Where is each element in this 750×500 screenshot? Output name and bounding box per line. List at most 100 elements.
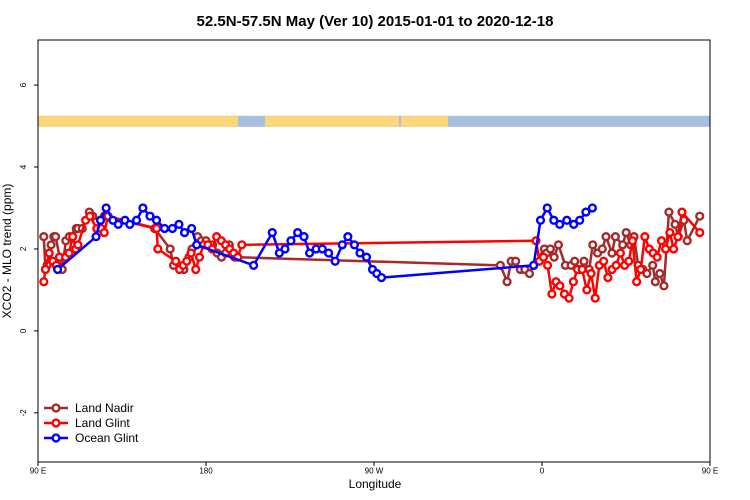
data-point-land-glint: [615, 248, 626, 258]
data-point-land-glint: [151, 223, 162, 234]
data-point-land-glint: [577, 264, 587, 275]
legend-item-ocean-glint: Ocean Glint: [44, 431, 139, 445]
data-point-ocean-glint: [125, 219, 135, 229]
y-tick-label: 4: [19, 164, 28, 169]
data-point-land-nadir: [545, 244, 556, 254]
data-point-land-nadir: [579, 256, 589, 266]
data-point-land-glint: [99, 227, 109, 238]
data-point-land-glint: [186, 248, 196, 258]
x-tick-label: 90 E: [30, 467, 46, 476]
legend-marker-land-nadir: [51, 403, 61, 413]
data-point-land-glint: [237, 240, 247, 250]
y-tick-label: 2: [19, 246, 28, 251]
data-point-ocean-glint: [159, 223, 170, 234]
data-point-land-glint: [632, 277, 642, 287]
data-point-land-glint: [73, 240, 83, 250]
data-point-land-nadir: [588, 240, 598, 250]
chart-title: 52.5N-57.5N May (Ver 10) 2015-01-01 to 2…: [197, 13, 554, 30]
data-point-ocean-glint: [305, 248, 315, 258]
y-tick-label: 6: [19, 82, 28, 87]
data-point-land-glint: [624, 256, 634, 266]
data-point-land-glint: [665, 227, 675, 238]
data-point-land-nadir: [659, 281, 669, 291]
data-point-land-glint: [590, 293, 600, 303]
data-point-land-glint: [582, 285, 592, 295]
y-axis: -2 0 2 4 6: [19, 82, 38, 416]
data-point-ocean-glint: [167, 223, 178, 234]
data-point-ocean-glint: [131, 215, 142, 225]
data-point-land-nadir: [682, 236, 692, 246]
data-point-ocean-glint: [355, 248, 365, 258]
data-point-ocean-glint: [187, 223, 197, 234]
data-point-land-glint: [64, 248, 74, 258]
legend-marker-land-glint: [51, 418, 61, 428]
data-point-ocean-glint: [562, 215, 572, 225]
data-point-ocean-glint: [101, 203, 111, 213]
data-point-ocean-glint: [343, 232, 353, 242]
data-point-land-glint: [194, 252, 205, 262]
data-point-land-nadir: [39, 232, 49, 242]
data-point-land-nadir: [601, 232, 611, 242]
data-point-land-glint: [677, 207, 687, 217]
data-point-land-glint: [652, 252, 662, 262]
data-point-land-nadir: [597, 244, 607, 254]
land-ocean-strip: [38, 115, 710, 127]
land-segment: [265, 115, 399, 127]
data-point-land-nadir: [570, 256, 580, 266]
series-layer: [39, 203, 705, 303]
data-point-ocean-glint: [361, 252, 372, 262]
data-point-land-glint: [627, 236, 638, 246]
legend-marker-ocean-glint: [51, 433, 61, 443]
data-point-ocean-glint: [151, 215, 162, 225]
data-point-land-nadir: [650, 277, 660, 287]
data-point-ocean-glint: [113, 219, 123, 229]
legend-label-land-glint: Land Glint: [75, 416, 130, 430]
legend-label-land-nadir: Land Nadir: [75, 401, 134, 415]
data-point-land-nadir: [695, 211, 705, 221]
data-point-land-glint: [555, 281, 565, 291]
legend-item-land-glint: Land Glint: [44, 416, 130, 430]
data-point-land-glint: [542, 260, 553, 270]
x-tick-label: 180: [199, 467, 213, 476]
data-point-land-nadir: [502, 277, 512, 287]
series-ocean-glint: [52, 203, 598, 283]
data-point-land-glint: [640, 232, 650, 242]
data-point-land-nadir: [524, 268, 535, 279]
data-point-land-nadir: [655, 268, 665, 279]
data-point-land-glint: [547, 289, 557, 299]
data-point-land-glint: [191, 264, 201, 275]
data-point-ocean-glint: [280, 244, 290, 254]
data-point-land-glint: [656, 236, 667, 246]
data-point-ocean-glint: [587, 203, 598, 213]
data-point-land-glint: [44, 248, 54, 258]
data-point-land-glint: [182, 256, 192, 266]
data-point-land-glint: [668, 244, 679, 254]
data-point-land-glint: [40, 264, 51, 275]
data-point-land-glint: [68, 232, 78, 242]
data-point-land-nadir: [165, 244, 175, 254]
data-point-ocean-glint: [267, 227, 277, 238]
data-point-ocean-glint: [324, 248, 334, 258]
data-point-land-nadir: [549, 252, 559, 262]
data-point-land-glint: [586, 268, 596, 279]
data-point-land-nadir: [50, 232, 61, 242]
data-point-ocean-glint: [528, 260, 539, 270]
data-point-ocean-glint: [95, 215, 106, 225]
data-point-ocean-glint: [349, 240, 360, 250]
data-point-ocean-glint: [286, 236, 296, 246]
data-point-land-glint: [39, 277, 49, 287]
data-point-land-glint: [171, 256, 181, 266]
data-point-land-glint: [568, 277, 578, 287]
y-tick-label: 0: [19, 328, 28, 333]
data-point-land-glint: [673, 232, 683, 242]
data-point-ocean-glint: [337, 240, 347, 250]
data-point-land-glint: [153, 244, 163, 254]
data-point-ocean-glint: [91, 232, 101, 242]
data-point-ocean-glint: [192, 240, 202, 250]
legend-label-ocean-glint: Ocean Glint: [75, 431, 139, 445]
data-point-ocean-glint: [249, 260, 259, 270]
data-point-ocean-glint: [52, 264, 63, 275]
data-point-land-glint: [564, 293, 574, 303]
